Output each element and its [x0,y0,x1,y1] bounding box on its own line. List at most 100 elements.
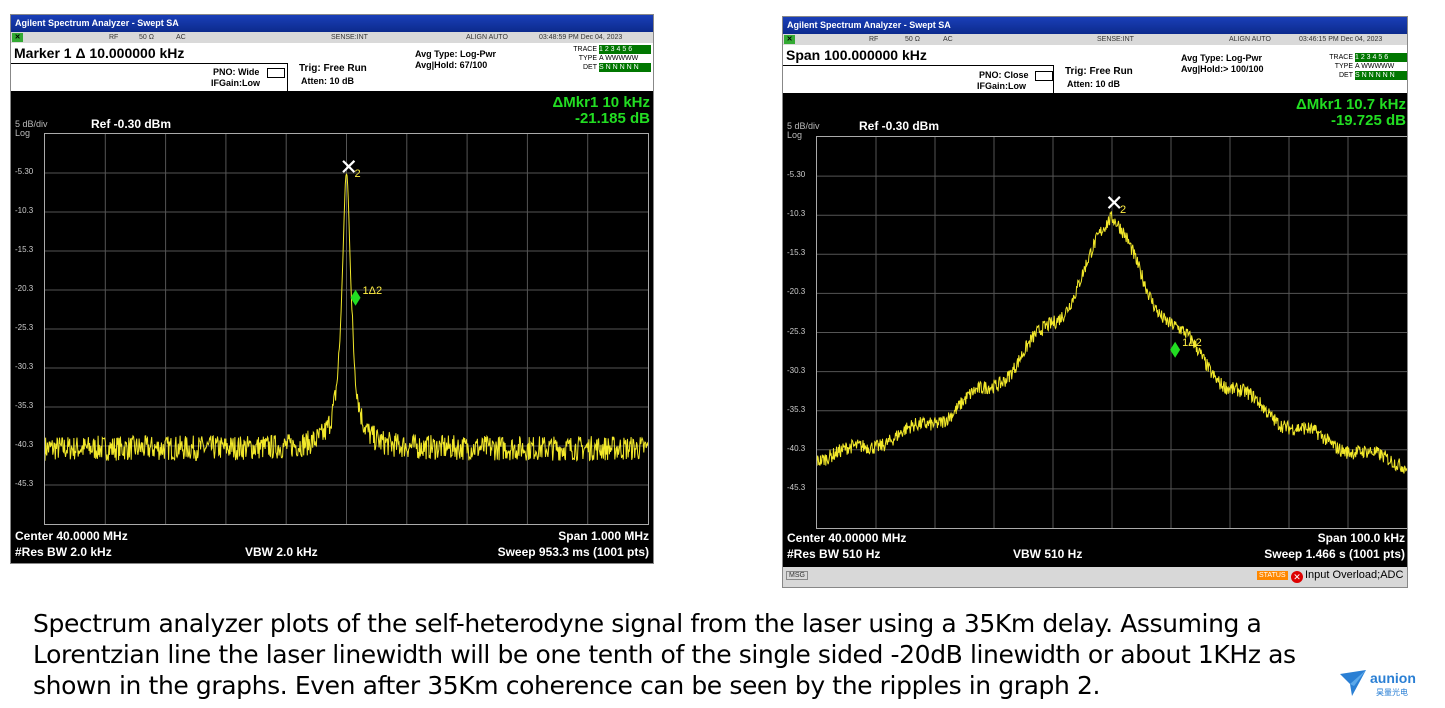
logo-icon: aunion 昊量光电 [1340,670,1416,697]
y-tick-label: -20.3 [15,284,34,293]
overload-text: Input Overload;ADC [1305,569,1404,581]
vbw: VBW 510 Hz [1013,547,1083,561]
pno-label: PNO: Close [979,70,1029,80]
trace-svg: ✕ [45,134,648,524]
window-title: Agilent Spectrum Analyzer - Swept SA [783,17,1407,34]
trace-numbers: 1 2 3 4 5 6 [599,45,651,54]
coupling-label: AC [943,36,953,43]
message-bar: MSG STATUS ✕ Input Overload;ADC [783,567,1407,587]
svg-text:aunion: aunion [1370,670,1416,686]
y-tick-label: -25.3 [15,323,34,332]
sweep: Sweep 953.3 ms (1001 pts) [497,545,649,559]
settings-panel: Marker 1 Δ 10.000000 kHz PNO: Wide IFGai… [11,43,653,92]
trace-table: TRACE 1 2 3 4 5 6 TYPE A WWWWW DET S N N N … [1319,53,1407,80]
ref-level: Ref -0.30 dBm [91,117,172,131]
trig-label: Trig: Free Run [1065,66,1133,77]
timestamp: 03:48:59 PM Dec 04, 2023 [539,34,623,41]
marker-ref-label: 2 [354,167,361,180]
overload-message: ✕ Input Overload;ADC [1291,569,1403,583]
marker-header[interactable]: Marker 1 Δ 10.000000 kHz [14,45,185,61]
type-label: TYPE [1334,63,1353,70]
plot-area[interactable]: ✕ [816,136,1407,529]
y-tick-label: -20.3 [787,287,806,297]
marker-delta-icon [350,289,361,306]
y-tick-label: -15.3 [15,245,34,254]
coupling-label: AC [176,34,186,41]
marker-ref-label: 2 [1120,203,1127,216]
window-title: Agilent Spectrum Analyzer - Swept SA [11,15,653,32]
atten-label: Atten: 10 dB [301,76,355,86]
status-button[interactable]: STATUS [1257,571,1288,580]
impedance-label: 50 Ω [139,34,154,41]
status-row: ✕ RF 50 Ω AC SENSE:INT ALIGN AUTO 03:48:… [11,32,653,43]
det-label: DET [1339,72,1353,79]
marker-ref-icon: ✕ [1105,192,1123,217]
y-tick-label: -30.3 [787,365,806,375]
y-tick-label: -35.3 [15,401,34,410]
trace-table: TRACE 1 2 3 4 5 6 TYPE A WWWWW DET S N N N … [563,45,651,72]
y-tick-label: -15.3 [787,248,806,258]
span: Span 100.0 kHz [1317,531,1405,545]
error-icon: ✕ [1291,571,1303,583]
status-row: ✕ RF 50 Ω AC SENSE:INT ALIGN AUTO 03:46:… [783,34,1407,45]
type-values: A WWWWW [599,54,651,63]
avg-type-label: Avg Type: Log-Pwr [415,49,496,59]
sense-label: SENSE:INT [331,34,368,41]
vbw: VBW 2.0 kHz [245,545,318,559]
avg-type-label: Avg Type: Log-Pwr [1181,53,1262,63]
scale-label: 5 dB/div [787,121,820,131]
spectrum-trace [817,211,1407,474]
marker-ref-icon: ✕ [340,156,358,181]
span-header[interactable]: Span 100.000000 kHz [786,47,927,63]
ifgain-label: IFGain:Low [211,78,260,88]
y-tick-label: -30.3 [15,362,34,371]
delta-marker-freq: ΔMkr1 10 kHz [552,94,651,111]
det-values: S N N N N N [1355,71,1407,80]
x-icon: ✕ [12,33,23,42]
settings-panel: Span 100.000000 kHz PNO: Close IFGain:Lo… [783,45,1407,94]
trace-label: TRACE [1329,54,1353,61]
header-divider [783,65,1054,94]
avg-hold-label: Avg|Hold:> 100/100 [1181,64,1264,74]
delta-marker-level: -21.185 dB [574,110,650,127]
ifgain-label: IFGain:Low [977,81,1026,91]
pno-toggle-icon [1035,71,1053,81]
type-label: TYPE [578,55,597,62]
spectrum-analyzer-1: Agilent Spectrum Analyzer - Swept SA ✕ R… [10,14,654,564]
sense-label: SENSE:INT [1097,36,1134,43]
marker-delta-label: 1Δ2 [1182,336,1202,349]
rbw: #Res BW 510 Hz [787,547,881,561]
y-tick-label: -10.3 [787,209,806,219]
delta-marker-level: -19.725 dB [1330,112,1406,129]
det-label: DET [583,64,597,71]
rbw: #Res BW 2.0 kHz [15,545,112,559]
impedance-label: 50 Ω [905,36,920,43]
align-label: ALIGN AUTO [466,34,508,41]
pno-toggle-icon [267,68,285,78]
caption-line-1: Spectrum analyzer plots of the self-hete… [33,609,1262,638]
scale-label: 5 dB/div [15,119,48,129]
type-values: A WWWWW [1355,62,1407,71]
y-tick-label: -45.3 [787,482,806,492]
center-freq: Center 40.0000 MHz [15,529,128,543]
span: Span 1.000 MHz [558,529,649,543]
log-label: Log [787,130,803,140]
center-freq: Center 40.00000 MHz [787,531,907,545]
x-icon: ✕ [784,35,795,44]
avg-hold-label: Avg|Hold: 67/100 [415,60,488,70]
header-divider [11,63,288,92]
atten-label: Atten: 10 dB [1067,79,1121,89]
trace-svg: ✕ [817,137,1407,528]
det-values: S N N N N N [599,63,651,72]
msg-button[interactable]: MSG [786,571,808,580]
log-label: Log [15,128,31,138]
plot-area[interactable]: ✕ [44,133,649,525]
y-tick-label: -10.3 [15,206,34,215]
aunion-logo: aunion 昊量光电 [1338,668,1438,700]
y-tick-label: -45.3 [15,479,34,488]
trace-label: TRACE [573,46,597,53]
rf-label: RF [109,34,119,41]
caption: Spectrum analyzer plots of the self-hete… [33,608,1296,701]
y-tick-label: -40.3 [787,443,806,453]
pno-label: PNO: Wide [213,67,260,77]
